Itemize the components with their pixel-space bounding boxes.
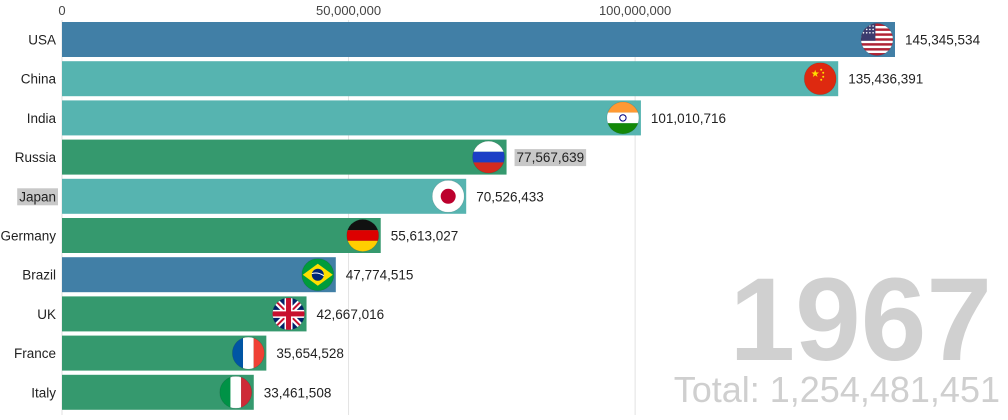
category-label: UK: [37, 307, 56, 322]
bar-row: Japan 70,526,433: [17, 178, 544, 214]
china-flag-icon: [803, 62, 837, 96]
category-label: India: [27, 111, 57, 126]
bar: [62, 296, 307, 332]
value-label: 33,461,508: [264, 385, 332, 400]
russia-flag-icon: [472, 140, 505, 174]
bar: [62, 61, 839, 97]
value-label: 55,613,027: [391, 229, 459, 244]
value-label: 77,567,639: [517, 150, 585, 165]
value-label: 47,774,515: [346, 268, 414, 283]
bar-row: USA 145,345,534: [28, 22, 981, 57]
bar-row: China 135,436,391: [21, 61, 923, 97]
tick-label: 100,000,000: [599, 3, 671, 18]
value-label: 35,654,528: [276, 346, 344, 361]
bar-row: Germany 55,613,027: [0, 218, 458, 253]
category-label: Japan: [19, 189, 56, 204]
value-label: 42,667,016: [317, 307, 385, 322]
italy-flag-icon: [219, 375, 253, 409]
category-label: China: [21, 72, 57, 87]
tick-label: 0: [58, 3, 65, 18]
category-label: USA: [28, 33, 56, 48]
bars: USA 145,345,534 China 135,436,391 India 101,0…: [0, 22, 981, 410]
category-label: Russia: [15, 150, 57, 165]
value-highlight: [514, 149, 587, 167]
brazil-flag-icon: [301, 258, 335, 292]
bar: [62, 257, 336, 293]
uk-flag-icon: [272, 297, 305, 331]
japan-flag-icon: [431, 179, 465, 213]
bar: [62, 178, 467, 214]
category-label: Germany: [0, 229, 56, 244]
category-label: Brazil: [22, 268, 56, 283]
bar: [62, 335, 267, 371]
france-flag-icon: [231, 336, 265, 370]
bar: [62, 139, 507, 175]
bar-row: Brazil 47,774,515: [22, 257, 414, 293]
x-axis-ticks: 0 50,000,000 100,000,000: [58, 3, 671, 18]
bar: [62, 22, 895, 57]
category-label: Italy: [31, 385, 56, 400]
bar-row: Russia 77,567,639: [15, 139, 587, 175]
year-label: 1967: [729, 254, 992, 386]
category-label: France: [14, 346, 56, 361]
category-highlight: [17, 188, 58, 206]
value-label: 70,526,433: [476, 189, 544, 204]
bar: [62, 100, 641, 136]
bar-row: France 35,654,528: [14, 335, 344, 371]
bar: [62, 218, 381, 253]
tick-label: 50,000,000: [316, 3, 381, 18]
usa-flag-icon: [860, 23, 894, 56]
value-label: 135,436,391: [848, 72, 923, 87]
india-flag-icon: [606, 101, 640, 135]
value-label: 101,010,716: [651, 111, 726, 126]
bar-row: Italy 33,461,508: [31, 374, 332, 410]
total-label: Total: 1,254,481,451: [674, 369, 1000, 410]
germany-flag-icon: [346, 219, 380, 252]
bar-row: UK 42,667,016: [37, 296, 385, 332]
bar-row: India 101,010,716: [27, 100, 726, 136]
value-label: 145,345,534: [905, 33, 981, 48]
